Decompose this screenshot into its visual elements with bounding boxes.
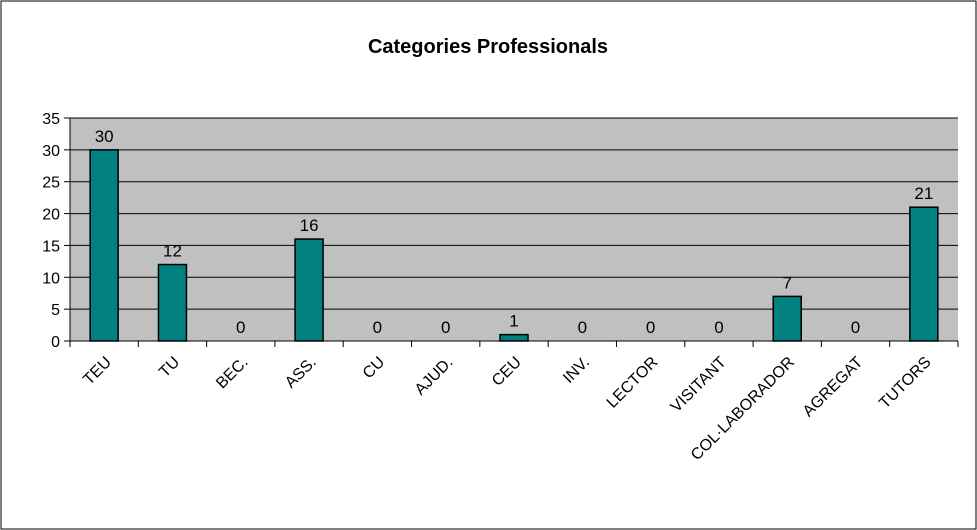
bar-teu — [89, 149, 119, 342]
y-tick-label: 20 — [42, 207, 60, 224]
bars — [89, 149, 939, 342]
bar-collaborador — [772, 295, 802, 342]
y-tick-label: 15 — [42, 238, 60, 255]
y-tick-label: 5 — [51, 302, 60, 319]
y-tick-label: 35 — [42, 111, 60, 128]
data-label: 7 — [782, 273, 791, 292]
y-tick-label: 10 — [42, 270, 60, 287]
data-label: 21 — [914, 184, 933, 203]
data-label: 0 — [851, 318, 860, 337]
bar-ass — [294, 238, 324, 342]
data-label: 0 — [236, 318, 245, 337]
chart-title: Categories Professionals — [368, 36, 608, 58]
data-label: 12 — [163, 242, 182, 261]
bar-tutors — [909, 206, 939, 342]
data-labels: 30 12 0 16 0 0 1 0 0 0 7 0 21 — [95, 127, 934, 337]
gridlines — [70, 117, 958, 310]
y-tick-label: 25 — [42, 175, 60, 192]
bar-tu — [157, 263, 188, 342]
y-tick-label: 30 — [42, 143, 60, 160]
data-label: 0 — [714, 318, 723, 337]
data-label: 0 — [578, 318, 587, 337]
bar-ceu — [499, 333, 529, 342]
data-label: 30 — [95, 127, 114, 146]
data-label: 16 — [300, 216, 319, 235]
data-label: 0 — [646, 318, 655, 337]
data-label: 0 — [373, 318, 382, 337]
plot-area — [70, 118, 958, 341]
data-label: 1 — [509, 312, 518, 331]
data-label: 0 — [441, 318, 450, 337]
y-tick-label: 0 — [51, 334, 60, 351]
